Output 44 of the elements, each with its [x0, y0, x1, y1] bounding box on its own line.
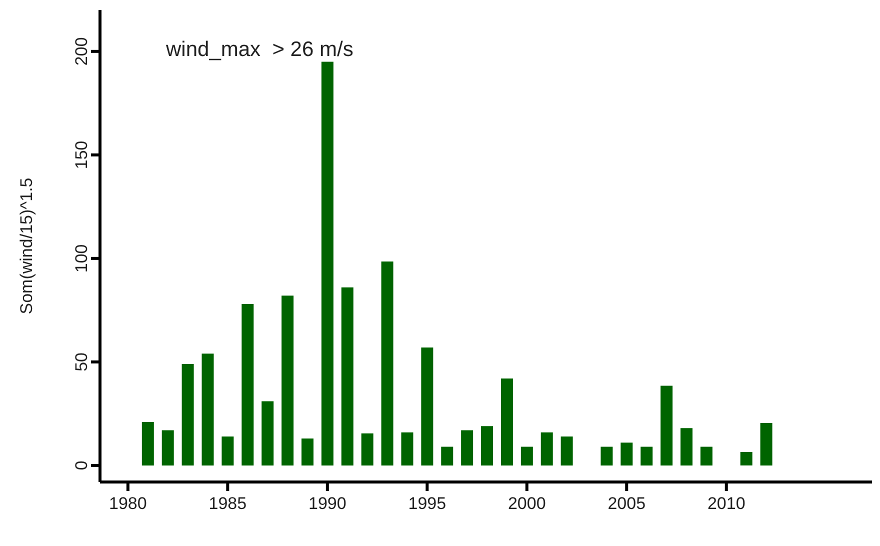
- x-tick-label: 1980: [109, 494, 147, 514]
- bar: [381, 262, 394, 466]
- bar: [282, 296, 294, 466]
- bar: [182, 364, 194, 466]
- annotation: wind_max > 26 m/s: [166, 38, 354, 62]
- y-tick-label: 150: [72, 140, 91, 170]
- bar: [401, 432, 414, 466]
- x-tick-label: 2000: [508, 494, 546, 514]
- y-tick-label: 0: [72, 460, 91, 470]
- bar: [162, 430, 174, 466]
- bar: [421, 347, 434, 466]
- bar: [660, 386, 673, 466]
- bar: [142, 422, 154, 466]
- x-tick-label: 2010: [707, 494, 746, 514]
- bar: [441, 446, 454, 466]
- bar: [481, 426, 494, 466]
- bar: [202, 354, 214, 466]
- bar: [222, 436, 234, 466]
- bar: [520, 446, 533, 466]
- y-tick-label: 100: [72, 244, 91, 273]
- bar: [620, 442, 633, 466]
- x-tick-label: 1985: [208, 494, 247, 514]
- bar: [341, 287, 354, 466]
- bar: [600, 446, 613, 466]
- y-tick-label: 200: [72, 37, 91, 66]
- bar: [262, 401, 274, 466]
- bar: [461, 430, 474, 466]
- bar: [640, 446, 653, 466]
- bar: [760, 423, 772, 466]
- bar: [680, 428, 693, 466]
- bar: [321, 62, 334, 466]
- bar: [560, 436, 573, 466]
- x-tick-label: 1990: [308, 494, 346, 514]
- bar: [242, 304, 254, 466]
- y-axis-title: Som(wind/15)^1.5: [17, 178, 36, 314]
- bar: [361, 433, 374, 466]
- bar: [700, 446, 712, 466]
- x-tick-label: 1995: [408, 494, 446, 514]
- bar: [740, 452, 752, 466]
- y-tick-label: 50: [72, 352, 91, 372]
- bar: [540, 432, 553, 466]
- bar: [301, 438, 314, 466]
- x-tick-label: 2005: [608, 494, 646, 514]
- bar: [500, 378, 513, 466]
